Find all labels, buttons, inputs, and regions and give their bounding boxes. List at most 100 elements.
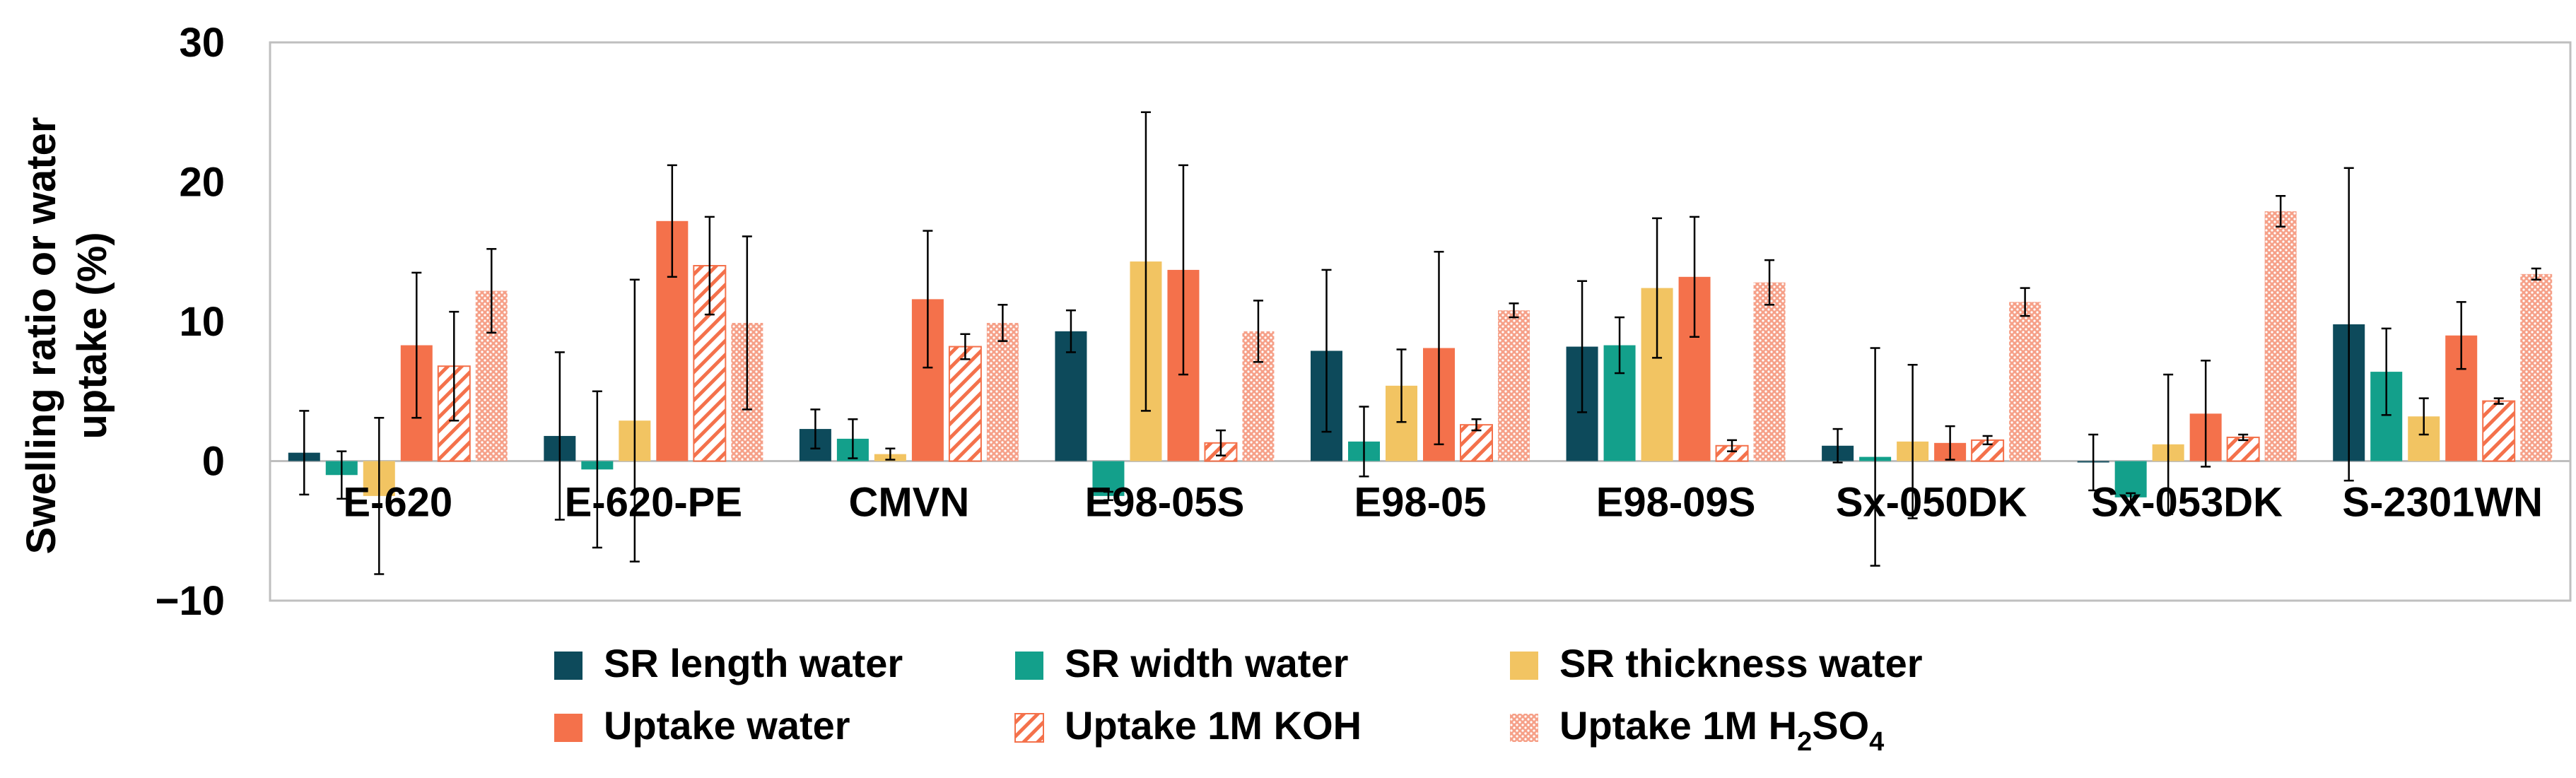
errorbar-uptake-1m-h-so-e-620 — [486, 248, 497, 334]
errorbar-uptake-1m-koh-cmvn — [960, 333, 971, 360]
errorbar-uptake-water-e-620-pe — [667, 164, 677, 278]
x-tick-label-sx-050dk: Sx-050DK — [1836, 480, 2027, 526]
errorbar-sr-thickness-water-e98-05 — [1396, 348, 1407, 423]
errorbar-sr-width-water-e98-05s — [1103, 490, 1113, 502]
errorbar-sr-length-water-e98-05 — [1321, 269, 1332, 433]
y-axis: −10 0 10 20 30 — [156, 20, 225, 624]
errorbar-sr-length-water-sx-053dk — [2088, 433, 2099, 492]
errorbar-sr-thickness-water-s-2301wn — [2418, 397, 2429, 436]
errorbar-uptake-1m-koh-e-620-pe — [704, 216, 715, 316]
errorbar-sr-thickness-water-sx-053dk — [2163, 373, 2174, 515]
legend-swatch-uptake-h2so4 — [1510, 714, 1538, 742]
errorbar-sr-thickness-water-e-620-pe — [629, 278, 640, 562]
errorbar-uptake-water-e98-05s — [1178, 164, 1188, 376]
bar-uptake-1m-h-so-s-2301wn — [2520, 273, 2553, 461]
errorbars-group — [299, 111, 2541, 575]
x-tick-label-cmvn: CMVN — [848, 480, 969, 526]
legend-label-sr-length: SR length water — [604, 641, 903, 685]
bars-group — [288, 211, 2553, 497]
errorbar-uptake-1m-h-so-s-2301wn — [2531, 267, 2541, 281]
bar-uptake-1m-h-so-e98-09s — [1753, 282, 1786, 461]
legend-label-h2so4-sub1: 2 — [1797, 727, 1812, 757]
errorbar-uptake-1m-koh-e98-05 — [1471, 418, 1482, 432]
plot-border — [269, 41, 2572, 602]
errorbar-sr-length-water-e98-05s — [1065, 309, 1076, 353]
errorbar-sr-width-water-e98-05 — [1359, 406, 1369, 478]
bar-uptake-1m-h-so-cmvn — [986, 322, 1019, 461]
errorbar-uptake-water-e-620 — [411, 271, 422, 419]
errorbar-uptake-1m-h-so-sx-053dk — [2276, 195, 2286, 228]
legend-label-sr-thickness: SR thickness water — [1559, 641, 1923, 685]
errorbar-sr-length-water-sx-050dk — [1832, 428, 1843, 464]
errorbar-uptake-1m-koh-e98-05s — [1215, 429, 1226, 456]
errorbar-uptake-1m-h-so-cmvn — [997, 304, 1008, 342]
x-tick-label-e-620: E-620 — [343, 480, 452, 526]
legend-swatch-uptake-koh — [1014, 713, 1044, 743]
errorbar-sr-width-water-s-2301wn — [2381, 327, 2391, 416]
errorbar-sr-length-water-s-2301wn — [2343, 167, 2354, 482]
errorbar-uptake-1m-h-so-sx-050dk — [2020, 287, 2030, 317]
plot-frame — [269, 41, 2572, 602]
legend-label-uptake-water: Uptake water — [604, 703, 850, 748]
errorbar-sr-thickness-water-e-620 — [374, 417, 385, 575]
errorbar-sr-thickness-water-e98-09s — [1652, 217, 1663, 359]
legend-label-h2so4-sub2: 4 — [1869, 727, 1884, 757]
errorbar-uptake-water-sx-053dk — [2201, 360, 2211, 468]
errorbar-sr-width-water-sx-050dk — [1870, 347, 1880, 567]
errorbar-sr-thickness-water-cmvn — [885, 447, 896, 461]
y-axis-label-line-1: Swelling ratio or water — [18, 117, 64, 555]
errorbar-uptake-1m-h-so-e98-05s — [1253, 300, 1263, 363]
bar-sr-width-water-sx-053dk — [2114, 461, 2147, 497]
legend-label-h2so4-prefix: Uptake 1M H — [1559, 703, 1797, 748]
errorbar-uptake-water-s-2301wn — [2456, 301, 2466, 370]
errorbar-uptake-1m-h-so-e98-05 — [1509, 302, 1519, 319]
y-tick-label: 30 — [179, 20, 225, 66]
errorbar-sr-thickness-water-sx-050dk — [1907, 363, 1918, 519]
y-axis-label-line-2: uptake (%) — [69, 232, 115, 439]
legend-label-uptake-h2so4: Uptake 1M H2SO4 — [1559, 703, 1884, 757]
errorbar-sr-width-water-sx-053dk — [2126, 492, 2136, 503]
errorbar-uptake-water-e98-09s — [1690, 216, 1700, 338]
y-tick-label: 20 — [179, 160, 225, 206]
errorbar-sr-width-water-e98-09s — [1615, 316, 1625, 375]
legend-swatch-sr-length — [554, 652, 582, 680]
legend-label-h2so4-mid: SO — [1812, 703, 1869, 748]
y-tick-label: −10 — [156, 578, 225, 624]
errorbar-sr-width-water-e-620 — [336, 450, 347, 500]
x-tick-label-e98-05: E98-05 — [1354, 480, 1486, 526]
bar-uptake-1m-koh-s-2301wn — [2482, 400, 2516, 462]
errorbar-uptake-1m-h-so-e98-09s — [1764, 259, 1775, 306]
errorbar-sr-width-water-cmvn — [848, 418, 858, 459]
errorbar-uptake-water-cmvn — [923, 230, 933, 369]
legend-label-uptake-koh: Uptake 1M KOH — [1065, 703, 1362, 748]
errorbar-uptake-1m-koh-sx-053dk — [2238, 433, 2249, 442]
x-tick-label-s-2301wn: S-2301WN — [2342, 480, 2543, 526]
errorbar-uptake-water-sx-050dk — [1945, 425, 1955, 461]
bar-uptake-1m-h-so-sx-053dk — [2264, 211, 2297, 461]
bar-uptake-1m-koh-cmvn — [948, 346, 982, 462]
errorbar-uptake-water-e98-05 — [1434, 251, 1444, 446]
y-tick-label: 0 — [202, 439, 225, 485]
bar-uptake-1m-h-so-sx-050dk — [2009, 302, 2042, 461]
errorbar-sr-length-water-e98-09s — [1577, 280, 1588, 413]
errorbar-sr-length-water-e-620 — [299, 410, 310, 496]
legend: SR length water SR width water SR thickn… — [554, 641, 1923, 757]
errorbar-sr-length-water-cmvn — [810, 408, 821, 449]
bar-uptake-1m-h-so-e98-05 — [1498, 310, 1530, 461]
errorbar-uptake-1m-h-so-e-620-pe — [742, 235, 752, 411]
errorbar-sr-width-water-e-620-pe — [592, 390, 602, 549]
x-tick-label-e98-09s: E98-09S — [1596, 480, 1756, 526]
errorbar-sr-length-water-e-620-pe — [554, 351, 565, 521]
errorbar-uptake-1m-koh-sx-050dk — [1982, 435, 1993, 446]
errorbar-uptake-1m-koh-s-2301wn — [2493, 397, 2504, 405]
y-tick-label: 10 — [179, 299, 225, 345]
errorbar-uptake-1m-koh-e98-09s — [1727, 439, 1738, 452]
legend-swatch-uptake-water — [554, 714, 582, 742]
errorbar-uptake-1m-koh-e-620 — [449, 310, 459, 422]
legend-label-sr-width: SR width water — [1065, 641, 1348, 685]
legend-swatch-sr-thickness — [1510, 652, 1538, 680]
x-tick-label-e-620-pe: E-620-PE — [565, 480, 742, 526]
bar-sr-width-water-e98-05s — [1092, 461, 1125, 496]
